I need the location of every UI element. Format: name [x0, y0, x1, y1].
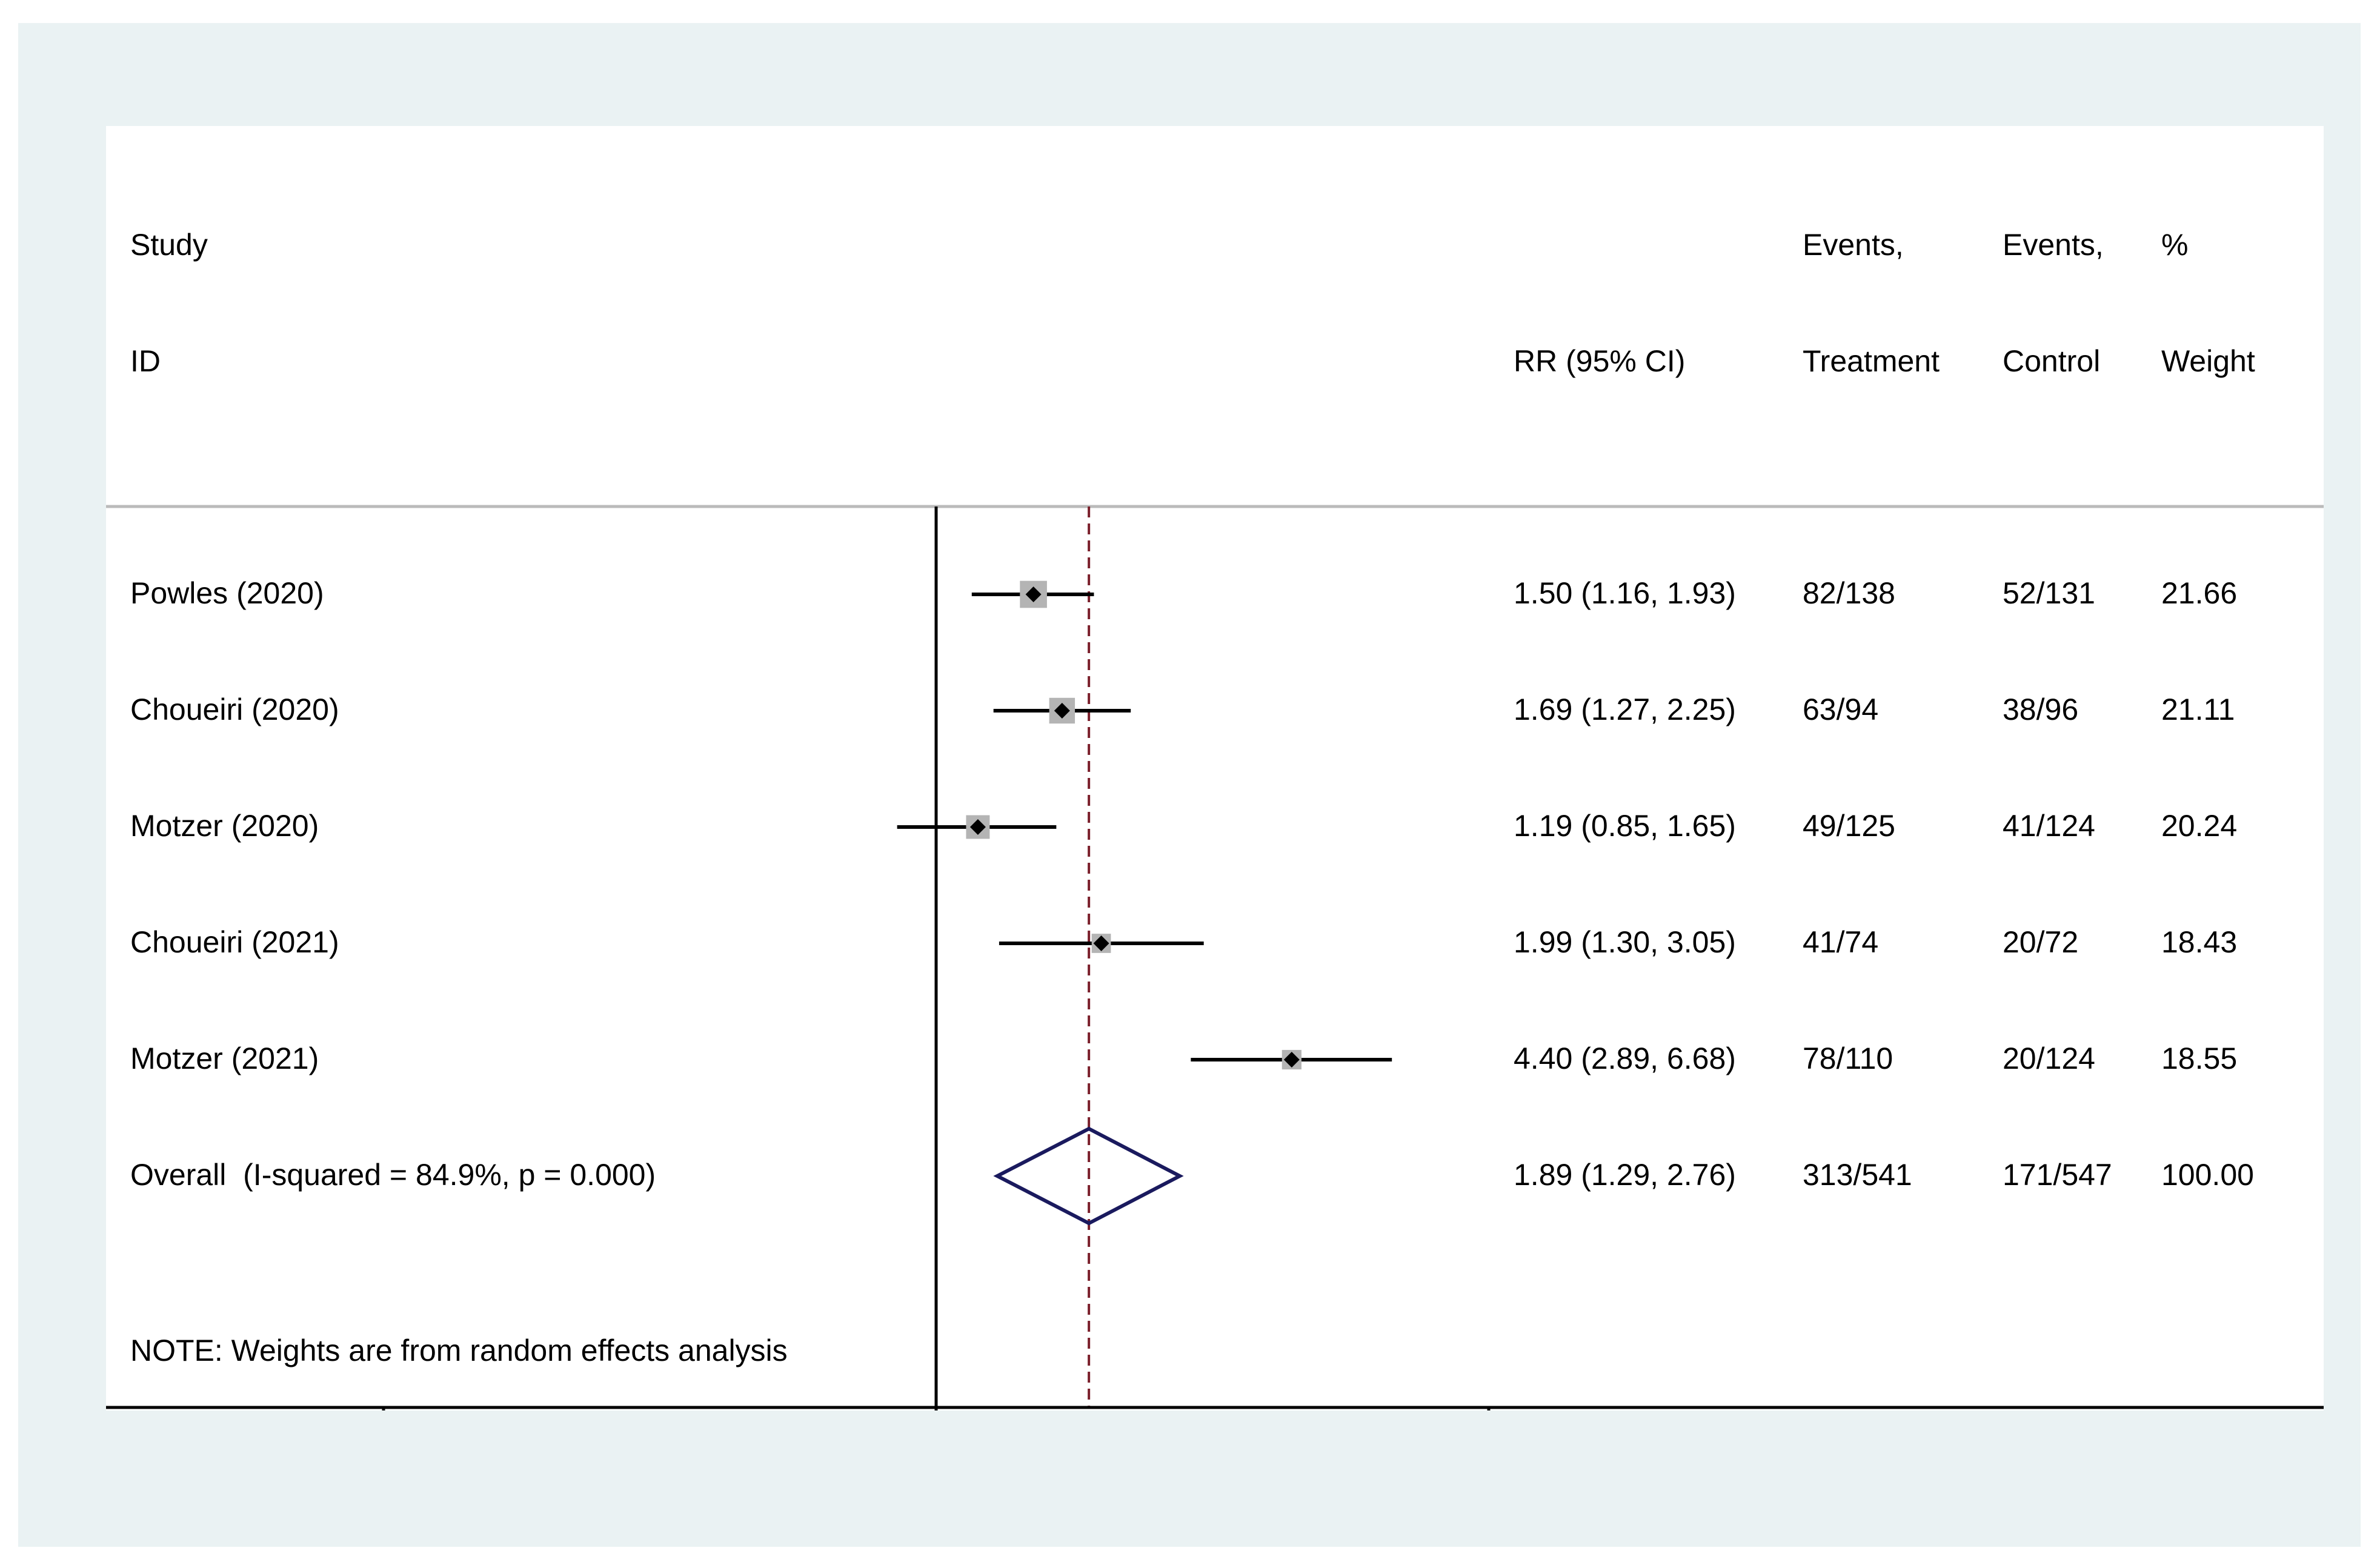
header-control-2: Control	[2003, 344, 2100, 378]
row-5: Motzer (2021) 4.40 (2.89, 6.68) 78/110 2…	[130, 1041, 2237, 1075]
header-id: ID	[130, 344, 161, 378]
study-control: 41/124	[2003, 809, 2095, 843]
row-1: Powles (2020) 1.50 (1.16, 1.93) 82/138 5…	[130, 576, 2237, 610]
study-weight: 18.43	[2161, 925, 2237, 959]
study-label: Motzer (2021)	[130, 1041, 319, 1075]
row-4: Choueiri (2021) 1.99 (1.30, 3.05) 41/74 …	[130, 925, 2237, 959]
note-text: NOTE: Weights are from random effects an…	[130, 1334, 788, 1367]
overall-weight: 100.00	[2161, 1158, 2254, 1192]
study-label: Motzer (2020)	[130, 809, 319, 843]
study-control: 20/72	[2003, 925, 2078, 959]
point-estimate	[969, 819, 986, 835]
chart-frame: Study ID RR (95% CI) Events, Treatment E…	[18, 23, 2361, 1547]
study-weight: 21.11	[2161, 693, 2235, 726]
overall-control: 171/547	[2003, 1158, 2112, 1192]
study-label: Choueiri (2021)	[130, 925, 339, 959]
study-weight: 20.24	[2161, 809, 2237, 843]
study-treatment: 41/74	[1803, 925, 1878, 959]
study-rr: 1.69 (1.27, 2.25)	[1514, 693, 1736, 726]
study-rr: 4.40 (2.89, 6.68)	[1514, 1041, 1736, 1075]
study-control: 38/96	[2003, 693, 2078, 726]
study-treatment: 49/125	[1803, 809, 1895, 843]
header-treatment-1: Events,	[1803, 228, 1904, 262]
study-rr: 1.99 (1.30, 3.05)	[1514, 925, 1736, 959]
overall-rr: 1.89 (1.29, 2.76)	[1514, 1158, 1736, 1192]
point-estimate	[1283, 1052, 1300, 1068]
row-2: Choueiri (2020) 1.69 (1.27, 2.25) 63/94 …	[130, 693, 2235, 726]
study-treatment: 78/110	[1803, 1041, 1893, 1075]
study-label: Choueiri (2020)	[130, 693, 339, 726]
row-overall: Overall (I-squared = 84.9%, p = 0.000) 1…	[130, 1158, 2254, 1192]
overall-diamond	[993, 1126, 1184, 1226]
study-treatment: 82/138	[1803, 576, 1895, 610]
overall-treatment: 313/541	[1803, 1158, 1912, 1192]
header-control-1: Events,	[2003, 228, 2104, 262]
point-estimate	[1054, 703, 1070, 719]
study-rr: 1.19 (0.85, 1.65)	[1514, 809, 1736, 843]
study-treatment: 63/94	[1803, 693, 1878, 726]
overall-label: Overall (I-squared = 84.9%, p = 0.000)	[130, 1158, 656, 1192]
point-estimate	[1025, 586, 1042, 602]
study-weight: 18.55	[2161, 1041, 2237, 1075]
plot-marks: .1110	[106, 507, 2324, 1470]
row-3: Motzer (2020) 1.19 (0.85, 1.65) 49/125 4…	[130, 809, 2237, 843]
study-control: 20/124	[2003, 1041, 2095, 1075]
header-weight-2: Weight	[2161, 344, 2255, 378]
header-weight-1: %	[2161, 228, 2188, 262]
header-treatment-2: Treatment	[1803, 344, 1940, 378]
point-estimate	[1093, 935, 1109, 951]
forest-plot: Study ID RR (95% CI) Events, Treatment E…	[106, 228, 2324, 1470]
plot-region: Study ID RR (95% CI) Events, Treatment E…	[106, 126, 2324, 1470]
study-weight: 21.66	[2161, 576, 2237, 610]
header-rr: RR (95% CI)	[1514, 344, 1685, 378]
study-rr: 1.50 (1.16, 1.93)	[1514, 576, 1736, 610]
study-control: 52/131	[2003, 576, 2095, 610]
header-study: Study	[130, 228, 208, 262]
study-label: Powles (2020)	[130, 576, 324, 610]
